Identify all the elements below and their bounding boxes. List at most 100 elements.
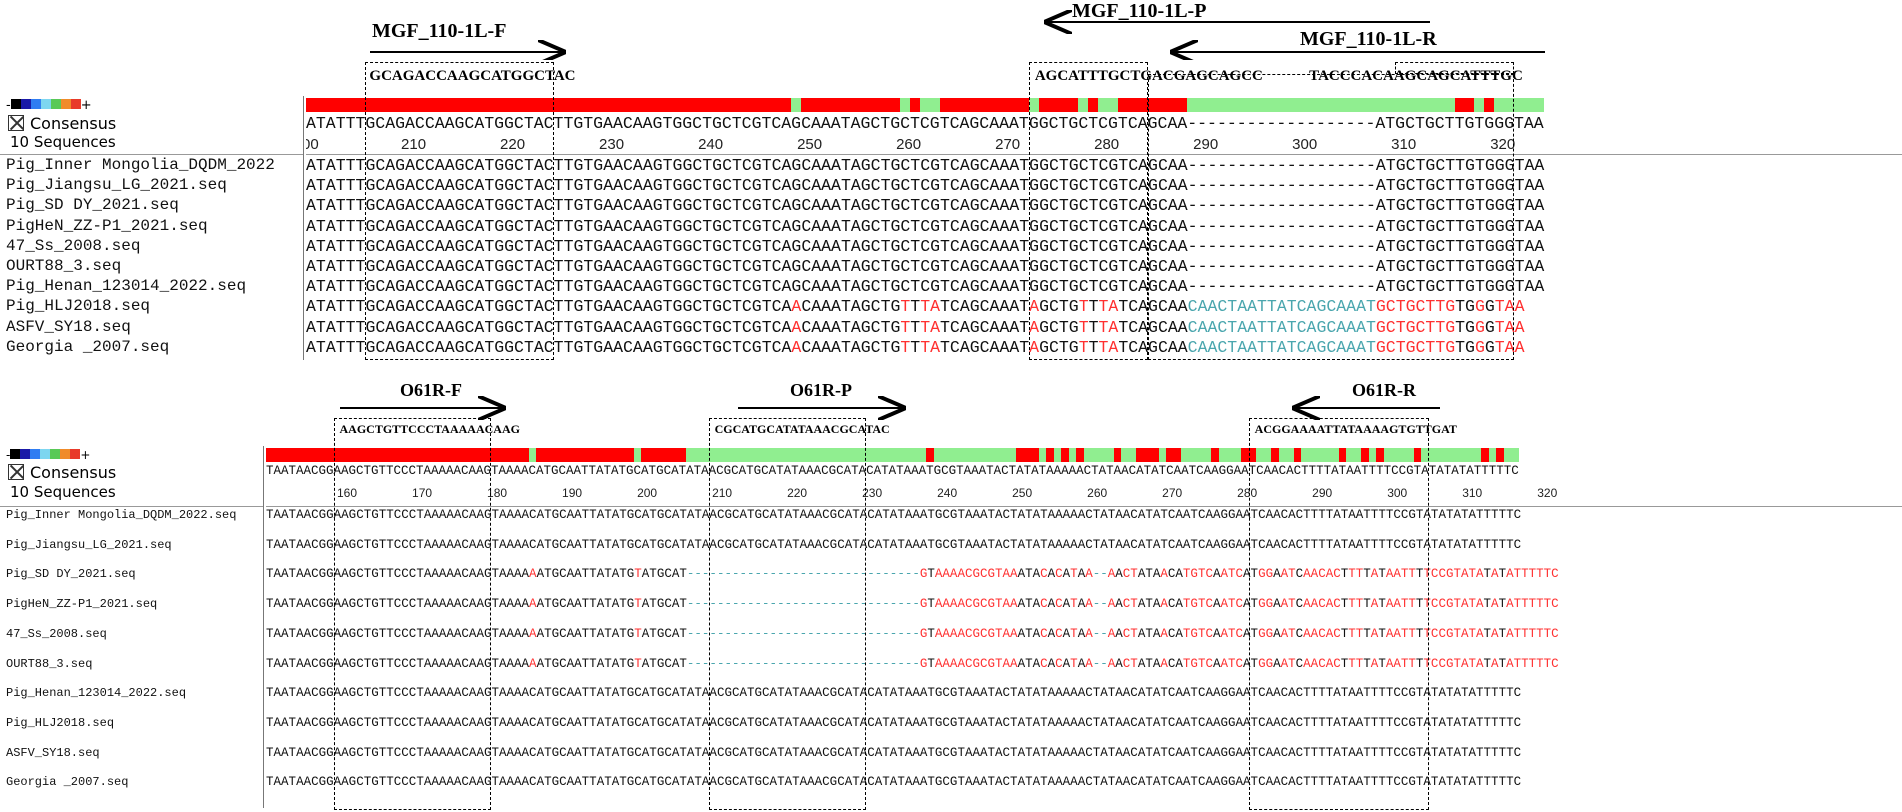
sequence-name[interactable]: Pig_Jiangsu_LG_2021.seq xyxy=(6,176,227,195)
sequence-name[interactable]: ASFV_SY18.seq xyxy=(6,745,100,760)
palette-swatch[interactable] xyxy=(20,99,31,109)
ruler-tick-label: 300 xyxy=(1387,486,1408,500)
palette-swatch[interactable] xyxy=(60,449,71,459)
probe-label: O61R-P xyxy=(790,380,852,400)
identity-segment xyxy=(1368,448,1377,462)
ruler-tick-label: 240 xyxy=(698,136,724,153)
sequence-name[interactable]: OURT88_3.seq xyxy=(6,257,122,275)
identity-segment xyxy=(1413,448,1422,462)
sequence-name[interactable]: 47_Ss_2008.seq xyxy=(6,626,107,641)
sequence-name[interactable]: Pig_HLJ2018.seq xyxy=(6,297,151,316)
alignment-panel-o61r: O61R-F O61R-P O61R-R - + Consensus 10 Se… xyxy=(0,372,1902,812)
palette-swatch[interactable] xyxy=(50,449,61,459)
identity-segment xyxy=(1256,448,1272,462)
sequence-row: TAATAACGGAAGCTGTTCCCTAAAAACAAGTAAAAAATGC… xyxy=(266,597,1559,612)
primer-label-f: O61R-F xyxy=(400,380,462,400)
identity-segment xyxy=(1346,448,1362,462)
identity-segment xyxy=(686,448,927,462)
identity-segment xyxy=(1076,448,1084,462)
divider xyxy=(266,506,1902,507)
identity-segment xyxy=(1113,448,1122,462)
sequence-row: TAATAACGGAAGCTGTTCCCTAAAAACAAGTAAAAAATGC… xyxy=(266,656,1559,671)
sequence-row: TAATAACGGAAGCTGTTCCCTAAAAACAAGTAAAACATGC… xyxy=(266,715,1522,730)
primer-arrows xyxy=(340,372,1440,422)
identity-segment xyxy=(1181,448,1212,462)
sequence-name[interactable]: 47_Ss_2008.seq xyxy=(6,236,141,255)
palette-swatch[interactable] xyxy=(60,99,71,109)
identity-segment xyxy=(1301,448,1339,462)
palette-swatch[interactable] xyxy=(40,449,51,459)
alignment-view[interactable]: TAATAACGGAAGCTGTTCCCTAAAAACAAGTAAAACATGC… xyxy=(266,446,1902,808)
identity-segment xyxy=(909,98,920,112)
identity-segment xyxy=(1484,98,1495,112)
alignment-view[interactable]: ATATTTGCAGACCAAGCATGGCTACTTGTGAACAAGTGGC… xyxy=(306,96,1902,360)
ruler-tick-label: 210 xyxy=(712,486,733,500)
divider xyxy=(0,154,303,155)
sequence-row: ATATTTGCAGACCAAGCATGGCTACTTGTGAACAAGTGGC… xyxy=(306,236,1545,256)
palette-plus[interactable]: + xyxy=(80,448,91,462)
ruler-tick-label: 320 xyxy=(1490,136,1516,153)
ruler-tick-label: 290 xyxy=(1193,136,1219,153)
sequence-count: 10 Sequences xyxy=(10,483,116,501)
divider xyxy=(306,154,1902,155)
ruler-tick-label: 310 xyxy=(1391,136,1417,153)
sequence-name[interactable]: PigHeN_ZZ-P1_2021.seq xyxy=(6,597,158,612)
identity-segment xyxy=(641,448,687,462)
palette-plus[interactable]: + xyxy=(80,98,92,113)
sequence-row: ATATTTGCAGACCAAGCATGGCTACTTGTGAACAAGTGGC… xyxy=(306,196,1545,216)
sequence-name[interactable]: Pig_Jiangsu_LG_2021.seq xyxy=(6,537,172,552)
color-palette[interactable]: - + xyxy=(6,448,90,462)
consensus-checkbox-icon[interactable] xyxy=(8,115,24,131)
divider xyxy=(0,506,263,507)
sequence-name[interactable]: Pig_Henan_123014_2022.seq xyxy=(6,686,187,701)
identity-segment xyxy=(1053,448,1062,462)
identity-segment xyxy=(1218,448,1242,462)
palette-swatch[interactable] xyxy=(10,449,21,459)
identity-segment xyxy=(1474,98,1485,112)
palette-swatch[interactable] xyxy=(30,99,41,109)
ruler-tick-label: 220 xyxy=(500,136,526,153)
ruler-tick-label: 300 xyxy=(1292,136,1318,153)
palette-swatch[interactable] xyxy=(70,449,81,459)
sequence-name[interactable]: Pig_Henan_123014_2022.seq xyxy=(6,277,247,296)
ruler-tick-label: 260 xyxy=(896,136,922,153)
sequence-row: ATATTTGCAGACCAAGCATGGCTACTTGTGAACAAGTGGC… xyxy=(306,337,1525,357)
primer-region-box xyxy=(1147,74,1514,360)
sequence-name[interactable]: Georgia _2007.seq xyxy=(6,775,129,790)
palette-swatch[interactable] xyxy=(20,449,31,459)
identity-segment xyxy=(791,98,802,112)
identity-segment xyxy=(1496,448,1504,462)
ruler-tick-label: 210 xyxy=(401,136,427,153)
palette-minus[interactable]: - xyxy=(6,448,11,462)
palette-swatch[interactable] xyxy=(50,99,61,109)
color-palette[interactable]: - + xyxy=(6,98,92,113)
ruler-tick-label: 220 xyxy=(787,486,808,500)
sequence-name[interactable]: Pig_HLJ2018.seq xyxy=(6,715,115,730)
sequence-name[interactable]: Pig_SD DY_2021.seq xyxy=(6,567,136,582)
sequence-name[interactable]: ASFV_SY18.seq xyxy=(6,317,131,336)
palette-minus[interactable]: - xyxy=(6,98,11,113)
ruler-tick-label: 310 xyxy=(1462,486,1483,500)
identity-segment xyxy=(1038,448,1047,462)
consensus-checkbox-icon[interactable] xyxy=(8,464,24,480)
sequence-name[interactable]: Pig_SD DY_2021.seq xyxy=(6,196,179,215)
sequence-name[interactable]: Pig_Inner Mongolia_DQDM_2022 xyxy=(6,156,275,174)
palette-swatch[interactable] xyxy=(40,99,51,109)
sequence-name[interactable]: Pig_Inner Mongolia_DQDM_2022.seq xyxy=(6,508,237,522)
sequence-row: TAATAACGGAAGCTGTTCCCTAAAAACAAGTAAAACATGC… xyxy=(266,686,1522,701)
palette-swatch[interactable] xyxy=(70,99,81,109)
sequence-name[interactable]: Georgia _2007.seq xyxy=(6,337,170,356)
sequence-name[interactable]: OURT88_3.seq xyxy=(6,656,93,671)
primer-region-box xyxy=(1395,62,1514,74)
ruler-tick-label: 260 xyxy=(1087,486,1108,500)
probe-label: MGF_110-1L-P xyxy=(1072,0,1207,22)
identity-segment xyxy=(1278,448,1294,462)
sequence-name[interactable]: PigHeN_ZZ-P1_2021.seq xyxy=(6,216,208,235)
identity-segment xyxy=(919,98,940,112)
sequence-sidebar: - + Consensus 10 Sequences Pig_Inner Mon… xyxy=(0,446,264,808)
palette-swatch[interactable] xyxy=(30,449,41,459)
primer-region-box xyxy=(1248,418,1429,810)
palette-swatch[interactable] xyxy=(10,99,21,109)
identity-segment xyxy=(1421,448,1482,462)
identity-segment xyxy=(1098,98,1118,112)
